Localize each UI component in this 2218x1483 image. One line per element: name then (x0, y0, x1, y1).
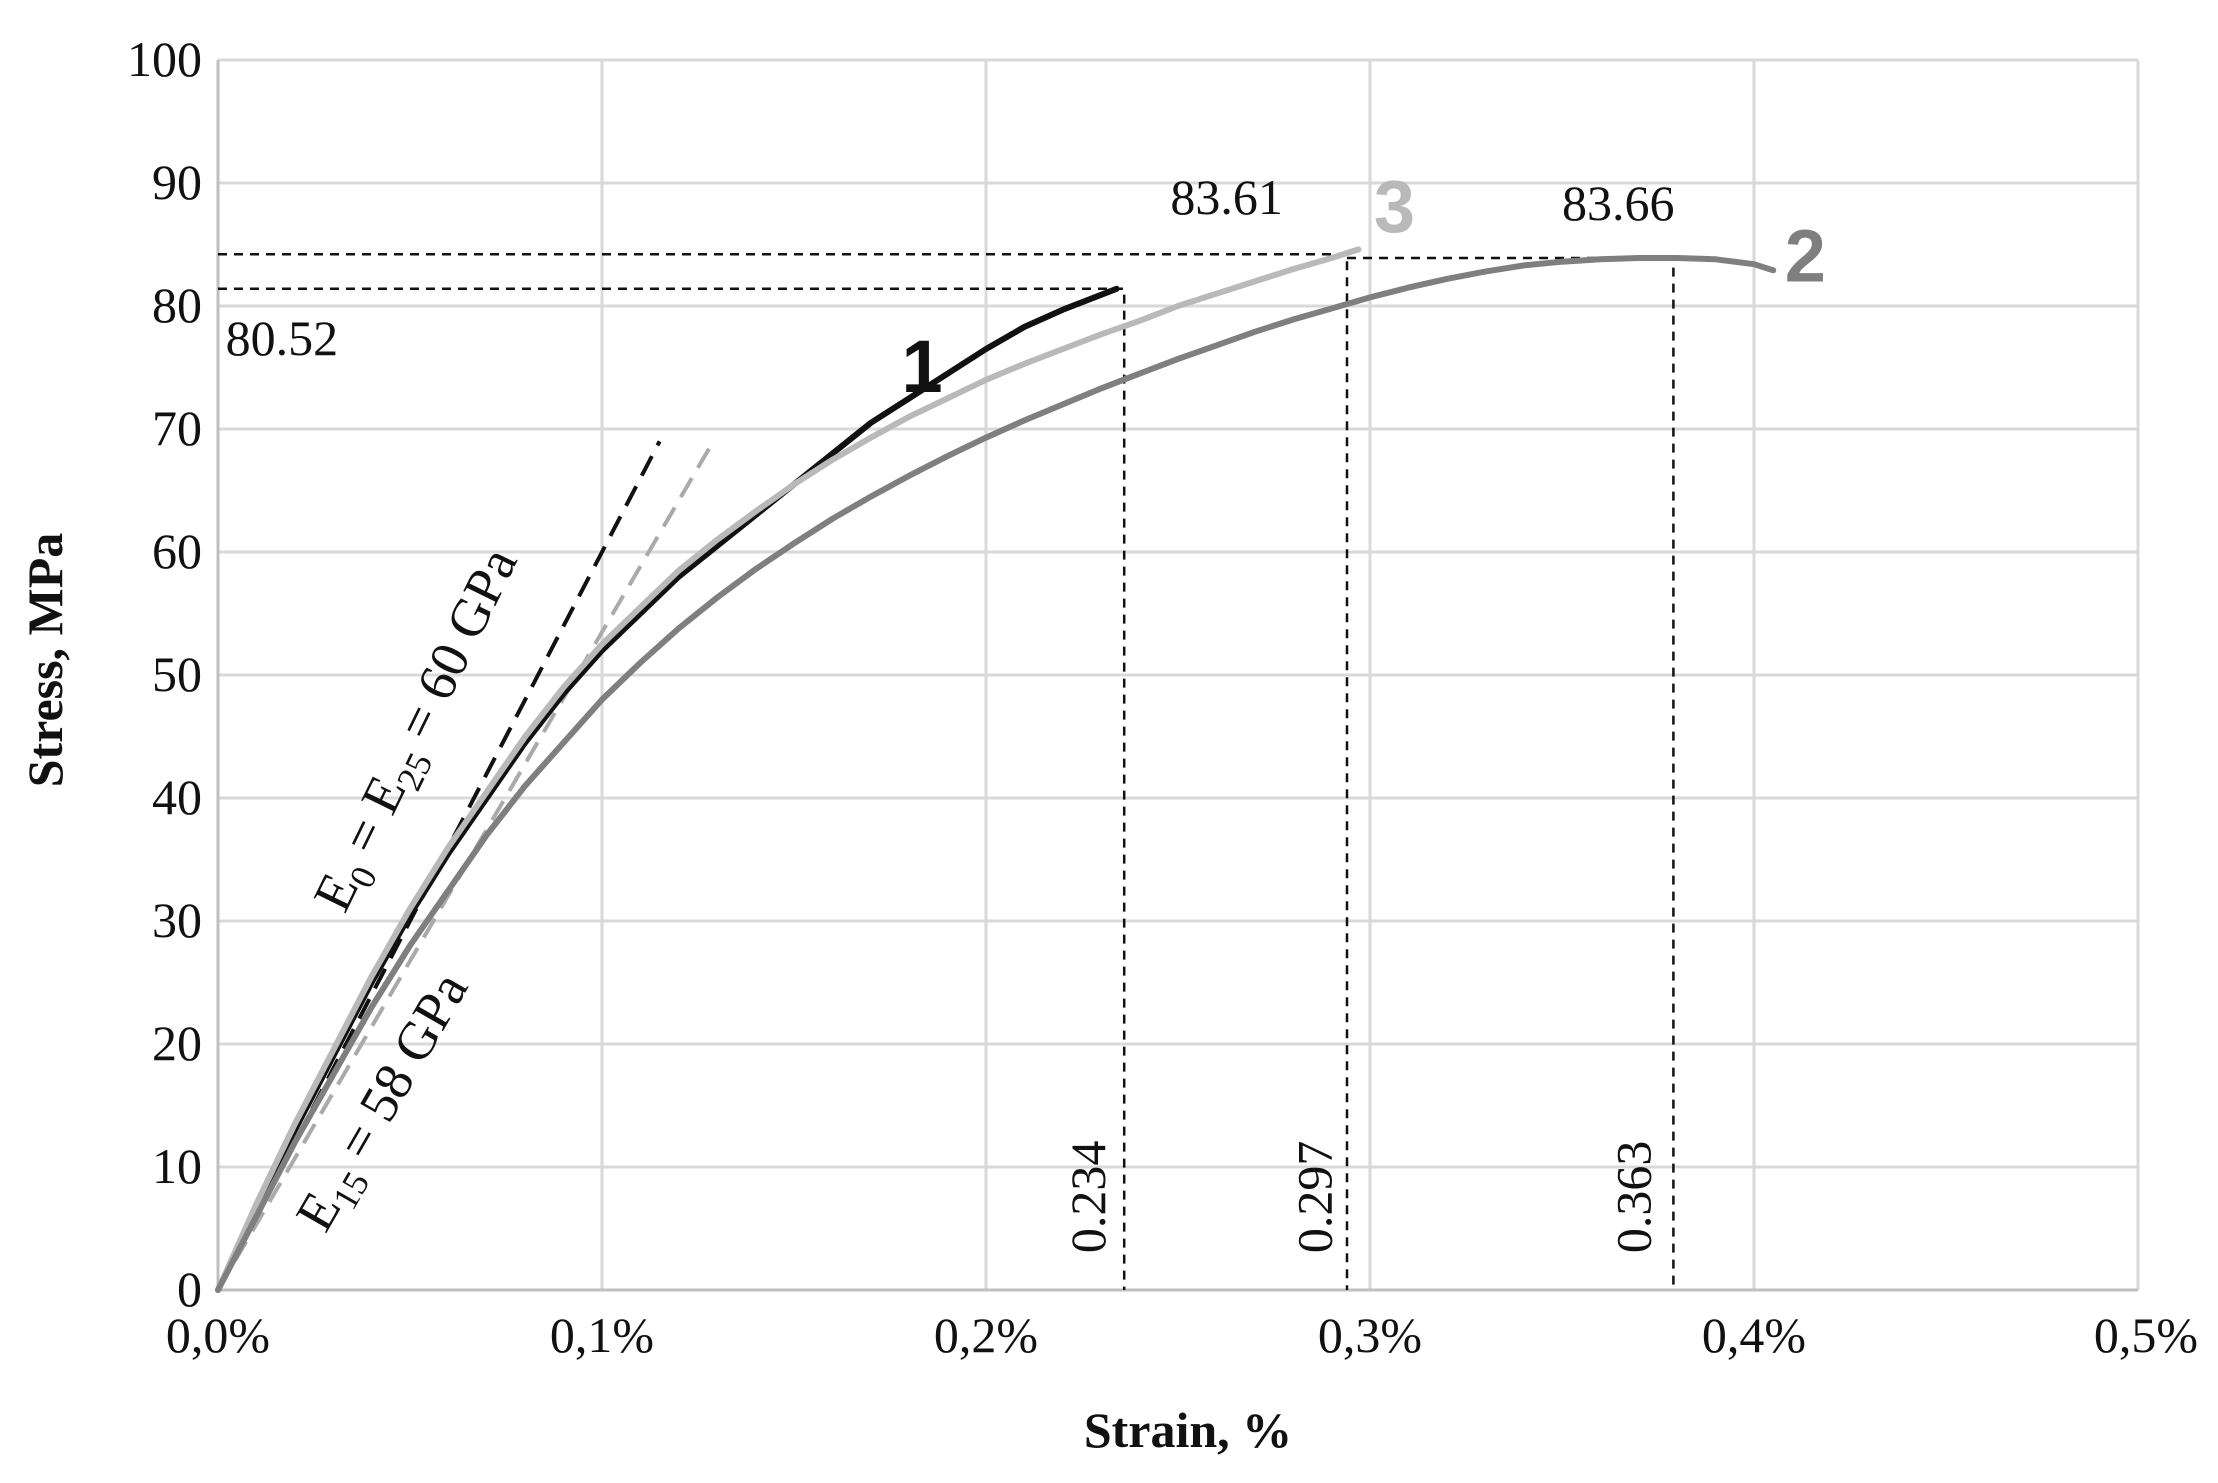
curve-label-1: 1 (902, 325, 943, 408)
y-tick-label: 40 (152, 769, 202, 825)
y-tick-label: 10 (152, 1138, 202, 1194)
x-axis-title: Strain, % (1084, 1402, 1292, 1458)
x-tick-label: 0,1% (550, 1307, 654, 1363)
x-tick-label: 0,5% (2094, 1307, 2198, 1363)
x-tick-label: 0,2% (934, 1307, 1038, 1363)
axes (216, 60, 2138, 1292)
value-annotation: 83.61 (1170, 169, 1283, 225)
curve-label-2: 2 (1785, 214, 1826, 297)
value-annotation: 0.363 (1605, 1141, 1661, 1254)
x-tick-label: 0,0% (166, 1307, 270, 1363)
y-tick-label: 90 (152, 154, 202, 210)
series-line-3 (215, 246, 1362, 1293)
value-annotation: 83.66 (1562, 175, 1675, 231)
x-tick-label: 0,3% (1318, 1307, 1422, 1363)
y-tick-label: 60 (152, 523, 202, 579)
tick-labels: 0 10 20 30 40 50 60 70 80 90 100 0,0% 0,1% 0,2% 0,3% 0,… (127, 31, 2198, 1363)
y-tick-label: 30 (152, 892, 202, 948)
series-lines (215, 246, 1777, 1293)
y-tick-label: 100 (127, 31, 202, 87)
y-tick-label: 70 (152, 400, 202, 456)
y-tick-label: 20 (152, 1015, 202, 1071)
series-line-2 (215, 255, 1777, 1293)
y-tick-label: 0 (177, 1261, 202, 1317)
reference-dashed-line (218, 287, 1126, 1290)
x-tick-label: 0,4% (1702, 1307, 1806, 1363)
y-axis-title: Stress, MPa (17, 533, 73, 788)
curve-label-3: 3 (1374, 165, 1415, 248)
value-annotation: 0.234 (1060, 1141, 1116, 1254)
y-tick-label: 50 (152, 646, 202, 702)
value-annotation: 80.52 (226, 310, 339, 366)
y-tick-label: 80 (152, 277, 202, 333)
value-annotation: 0.297 (1287, 1141, 1343, 1254)
